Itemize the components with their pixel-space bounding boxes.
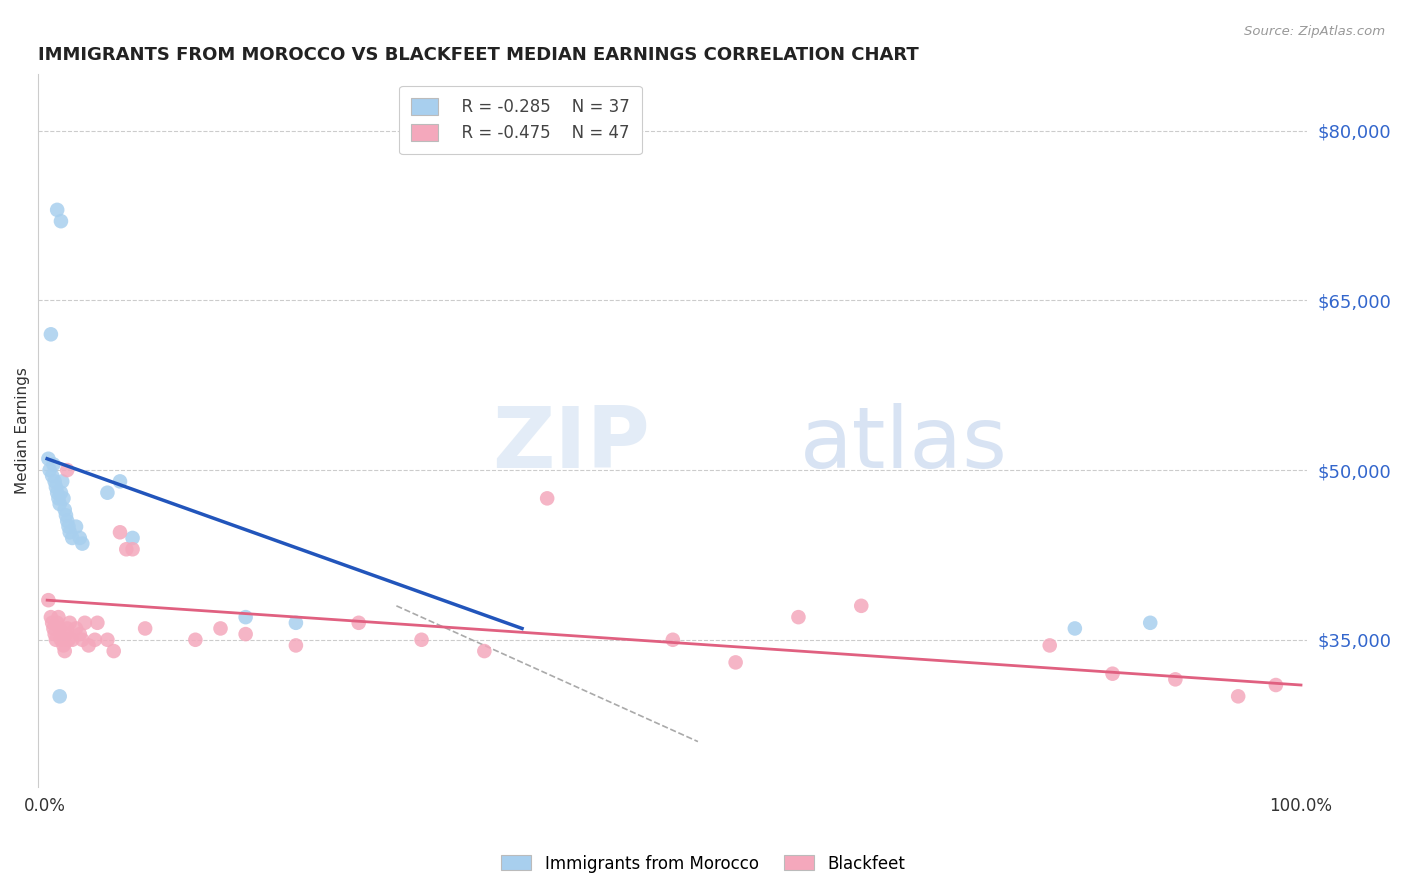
Point [59,615,82,630]
Point [235,610,257,624]
Point [86,615,108,630]
Point [235,627,257,641]
Point [73,615,96,630]
Point [1164,673,1187,687]
Point [45,632,67,647]
Point [46,615,69,630]
Point [1063,622,1085,636]
Point [96,485,118,500]
Point [46,485,69,500]
Point [96,632,118,647]
Text: IMMIGRANTS FROM MOROCCO VS BLACKFEET MEDIAN EARNINGS CORRELATION CHART: IMMIGRANTS FROM MOROCCO VS BLACKFEET MED… [38,46,920,64]
Point [56,514,79,528]
Point [48,610,70,624]
Point [1139,615,1161,630]
Text: atlas: atlas [800,403,1008,486]
Point [56,622,79,636]
Point [411,632,433,647]
Point [121,542,143,557]
Y-axis label: Median Earnings: Median Earnings [15,367,30,494]
Point [44,627,66,641]
Point [284,639,307,653]
Legend:   R = -0.285    N = 37,   R = -0.475    N = 47: R = -0.285 N = 37, R = -0.475 N = 47 [399,86,641,154]
Point [41,615,63,630]
Point [1101,666,1123,681]
Point [72,632,94,647]
Point [52,639,75,653]
Point [787,610,810,624]
Point [83,632,105,647]
Point [184,632,207,647]
Point [42,458,65,472]
Point [472,644,495,658]
Point [45,480,67,494]
Point [46,202,69,217]
Point [115,542,138,557]
Legend: Immigrants from Morocco, Blackfeet: Immigrants from Morocco, Blackfeet [495,848,911,880]
Point [209,622,232,636]
Point [60,531,83,545]
Point [284,615,307,630]
Point [108,475,131,489]
Point [56,463,79,477]
Point [108,525,131,540]
Point [39,327,62,342]
Point [1264,678,1286,692]
Point [1039,639,1062,653]
Point [39,610,62,624]
Point [77,639,100,653]
Point [48,497,70,511]
Point [37,451,59,466]
Point [347,615,370,630]
Point [49,632,72,647]
Point [121,531,143,545]
Point [41,468,63,483]
Point [72,536,94,550]
Point [724,656,747,670]
Point [42,622,65,636]
Point [65,519,87,533]
Point [37,593,59,607]
Point [65,622,87,636]
Point [44,475,66,489]
Point [69,627,91,641]
Point [53,644,76,658]
Point [60,632,83,647]
Point [48,622,70,636]
Point [53,502,76,516]
Point [851,599,873,613]
Point [48,690,70,704]
Point [55,508,77,523]
Point [662,632,685,647]
Point [59,525,82,540]
Point [58,632,80,647]
Point [51,475,73,489]
Point [69,531,91,545]
Point [49,214,72,228]
Point [103,644,125,658]
Point [1227,690,1250,704]
Point [52,491,75,506]
Point [49,485,72,500]
Point [536,491,558,506]
Text: Source: ZipAtlas.com: Source: ZipAtlas.com [1244,25,1385,38]
Point [58,519,80,533]
Point [55,627,77,641]
Point [134,622,156,636]
Text: ZIP: ZIP [492,403,650,486]
Point [38,463,60,477]
Point [48,491,70,506]
